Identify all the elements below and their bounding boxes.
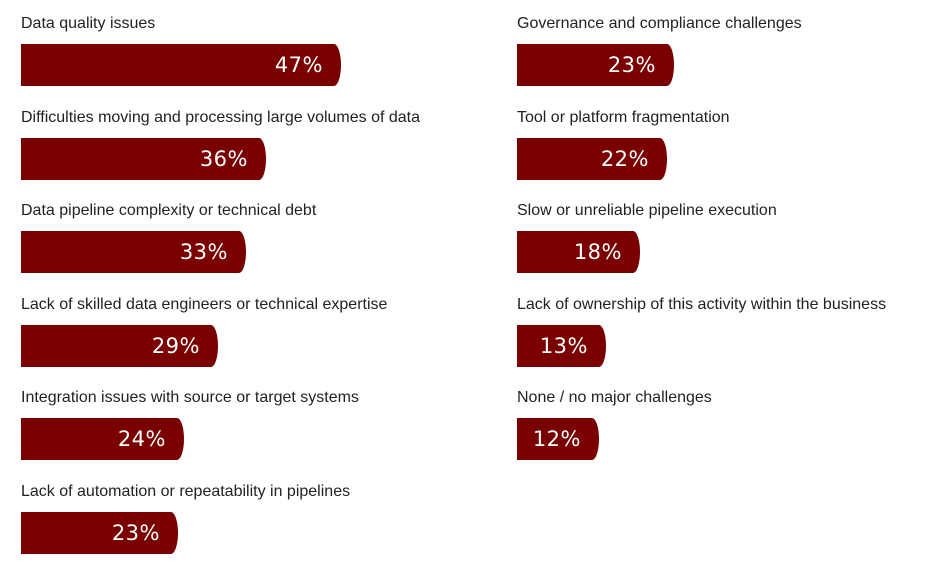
bar: 18% <box>517 231 640 274</box>
bar-category-label: Slow or unreliable pipeline execution <box>517 202 777 220</box>
bar-value-label: 13% <box>539 333 588 358</box>
bar-item: Lack of ownership of this activity withi… <box>517 295 936 375</box>
bar-item: Difficulties moving and processing large… <box>21 108 441 188</box>
bar: 12% <box>517 418 599 461</box>
bar-value-label: 12% <box>532 427 581 452</box>
bar: 24% <box>21 418 184 461</box>
bar-value-label: 33% <box>179 240 228 265</box>
bar: 33% <box>21 231 246 274</box>
bar-value-label: 18% <box>573 240 622 265</box>
bar-category-label: Integration issues with source or target… <box>21 389 359 407</box>
bar-item: Lack of automation or repeatability in p… <box>21 482 441 562</box>
bar-value-label: 23% <box>607 53 656 77</box>
bar-category-label: Lack of skilled data engineers or techni… <box>21 295 388 313</box>
bar-value-label: 29% <box>151 333 200 358</box>
bar-value-label: 24% <box>117 427 166 452</box>
bar-item: Data pipeline complexity or technical de… <box>21 201 441 281</box>
bar: 36% <box>21 137 266 180</box>
bar-item: Tool or platform fragmentation 22% <box>517 108 936 188</box>
bar-category-label: Lack of ownership of this activity withi… <box>517 295 887 313</box>
bar-category-label: Difficulties moving and processing large… <box>21 108 421 126</box>
bar-item: Data quality issues 47% <box>21 14 441 94</box>
bar: 29% <box>21 324 218 367</box>
bar-category-label: Data pipeline complexity or technical de… <box>21 202 317 220</box>
bar-item: None / no major challenges 12% <box>517 388 936 468</box>
bar-item: Integration issues with source or target… <box>21 388 441 468</box>
bar: 47% <box>21 44 341 86</box>
bar-category-label: Lack of automation or repeatability in p… <box>21 483 351 500</box>
bar: 23% <box>517 44 674 86</box>
bar-value-label: 36% <box>199 146 248 171</box>
bar-value-label: 22% <box>600 146 649 171</box>
bar-category-label: Governance and compliance challenges <box>517 15 802 32</box>
bar: 13% <box>517 324 606 367</box>
bar-value-label: 47% <box>274 53 323 77</box>
bar-category-label: None / no major challenges <box>517 389 712 407</box>
bar-item: Governance and compliance challenges 23% <box>517 14 936 94</box>
bar-value-label: 23% <box>111 521 160 545</box>
bar-category-label: Tool or platform fragmentation <box>517 108 730 126</box>
bar-category-label: Data quality issues <box>21 15 156 32</box>
bar-item: Lack of skilled data engineers or techni… <box>21 295 441 375</box>
bar: 22% <box>517 137 667 180</box>
bar: 23% <box>21 512 178 554</box>
bar-item: Slow or unreliable pipeline execution 18% <box>517 201 936 281</box>
